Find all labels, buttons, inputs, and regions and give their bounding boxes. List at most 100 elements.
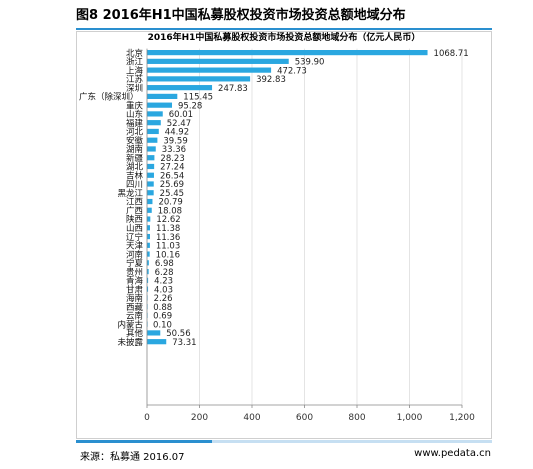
category-label: 江苏	[126, 74, 144, 85]
category-label: 江西	[126, 198, 143, 208]
data-label: 6.98	[155, 259, 174, 269]
bar	[147, 277, 149, 283]
data-label: 4.03	[154, 285, 173, 295]
data-label: 33.36	[162, 145, 186, 155]
x-tick-label: 1,200	[449, 413, 475, 423]
bar	[147, 181, 154, 187]
data-label: 18.08	[158, 206, 182, 216]
category-label: 湖北	[126, 163, 144, 173]
data-label: 73.31	[172, 338, 196, 348]
data-label: 12.62	[156, 215, 180, 225]
bar	[147, 260, 149, 266]
data-label: 4.23	[154, 277, 173, 287]
data-label: 28.23	[160, 154, 184, 164]
bar	[147, 128, 159, 135]
category-label: 黑龙江	[117, 188, 143, 199]
bar	[147, 155, 155, 161]
data-label: 392.83	[256, 75, 286, 85]
data-label: 115.45	[183, 93, 213, 103]
x-tick-label: 1,000	[397, 413, 423, 423]
figure-title: 图8 2016年H1中国私募股权投资市场投资总额地域分布	[76, 8, 406, 23]
data-label: 39.59	[163, 136, 187, 146]
x-tick-label: 600	[296, 413, 313, 423]
data-label: 60.01	[169, 110, 193, 120]
bar	[147, 190, 154, 196]
category-label: 陕西	[126, 214, 143, 225]
axis-layer: 0 200 400 600 800 1,000 1,200	[144, 48, 475, 423]
bar	[147, 251, 150, 257]
category-label: 山西	[126, 223, 143, 234]
top-rule	[76, 28, 492, 30]
data-label: 472.73	[277, 66, 307, 76]
category-label: 内蒙古	[117, 319, 143, 330]
bar	[147, 242, 150, 248]
website-note: www.pedata.cn	[414, 448, 491, 459]
bar	[147, 120, 161, 126]
bar-layer	[147, 50, 428, 345]
bar	[147, 172, 154, 178]
data-label: 539.90	[295, 58, 325, 68]
category-label: 深圳	[126, 83, 143, 94]
bottom-rule-accent	[76, 440, 212, 443]
bar	[147, 93, 178, 99]
category-label: 天津	[126, 241, 144, 252]
bottom-rule	[76, 440, 492, 443]
category-label: 广东（除深圳）	[79, 92, 139, 103]
bar	[147, 207, 152, 213]
bar	[147, 111, 163, 117]
bar	[147, 286, 149, 292]
data-label: 11.03	[156, 242, 180, 252]
data-label: 1068.71	[434, 49, 469, 59]
category-label: 新疆	[126, 153, 144, 164]
bar	[147, 58, 289, 64]
data-label: 10.16	[156, 250, 180, 260]
category-label: 海南	[126, 293, 143, 304]
data-label: 6.28	[155, 268, 174, 278]
category-label: 西藏	[126, 302, 144, 313]
category-label: 上海	[126, 65, 144, 76]
data-label: 20.79	[158, 198, 182, 208]
data-label: 247.83	[218, 84, 248, 94]
category-label: 贵州	[126, 267, 143, 278]
data-label: 0.88	[153, 303, 172, 313]
data-label: 52.47	[167, 119, 191, 129]
bar	[147, 339, 167, 345]
category-label: 重庆	[126, 100, 144, 111]
category-label: 吉林	[126, 170, 144, 181]
data-label: 44.92	[165, 128, 189, 138]
category-label: 河南	[126, 249, 143, 260]
bar	[147, 198, 153, 205]
x-tick-label: 0	[144, 413, 150, 423]
data-label: 27.24	[160, 163, 184, 173]
category-label: 云南	[126, 311, 143, 322]
x-tick-label: 400	[243, 413, 260, 423]
category-label: 四川	[126, 180, 143, 190]
data-label: 25.45	[160, 189, 184, 199]
source-note: 来源：私募通 2016.07	[80, 452, 185, 463]
data-label: 25.69	[160, 180, 184, 190]
bar	[147, 50, 428, 56]
bar	[147, 330, 161, 336]
data-label: 0.69	[153, 312, 172, 322]
category-label: 山东	[126, 109, 143, 120]
bar	[147, 137, 158, 143]
category-label: 湖南	[126, 144, 143, 155]
x-tick-label: 800	[348, 413, 365, 423]
data-label: 11.38	[156, 224, 180, 234]
bar	[147, 216, 151, 222]
bar	[147, 225, 150, 231]
x-tick-label: 200	[191, 413, 208, 423]
data-label: 0.10	[153, 320, 172, 330]
bar	[147, 85, 213, 91]
bar	[147, 146, 156, 152]
category-label: 其他	[126, 328, 144, 339]
category-label: 广西	[126, 205, 143, 216]
label-layer: 1068.71 北京 539.90 浙江 472.73 上海 392.83 江苏 247.83 深…	[79, 48, 469, 348]
bar	[147, 233, 150, 240]
category-label: 未披露	[117, 337, 143, 348]
bar	[147, 67, 272, 73]
category-label: 浙江	[126, 57, 144, 68]
bar	[147, 76, 251, 82]
category-label: 安徽	[126, 135, 144, 146]
data-label: 50.56	[166, 329, 190, 339]
